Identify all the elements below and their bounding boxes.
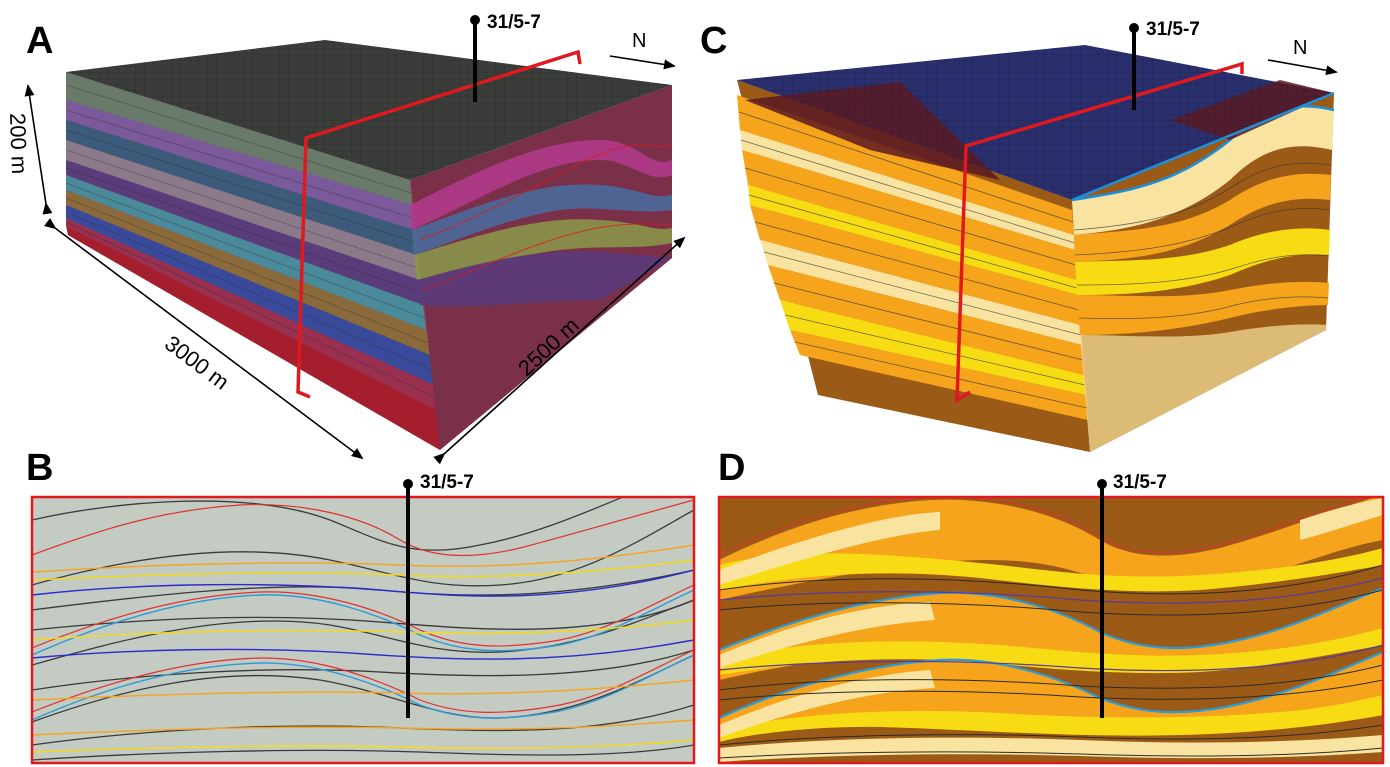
- panel-c-facies-model: [737, 23, 1338, 452]
- panel-c-section-trace: [955, 61, 1244, 404]
- panel-d-well: [1097, 479, 1107, 718]
- panel-c-top-face: [737, 45, 1335, 202]
- panel-c-well: [1129, 23, 1139, 110]
- panel-d-facies: [719, 497, 1383, 762]
- panel-b-well: [403, 479, 413, 718]
- panel-c-north-arrow: [1267, 59, 1338, 76]
- panel-a-well: [470, 15, 480, 102]
- panel-b-section-frame: [30, 495, 696, 765]
- panel-b-horizons: [32, 497, 694, 761]
- panel-d-section-frame: [717, 495, 1385, 765]
- panel-a-label: A: [26, 20, 54, 62]
- panel-c-right-face: [1071, 93, 1335, 452]
- panel-b-well-label: 31/5-7: [420, 472, 474, 493]
- panel-a-dimension-arrows: [24, 55, 686, 465]
- panel-b-cross-section: [30, 479, 696, 765]
- panel-c-front-face: [737, 80, 1090, 452]
- panel-d-well-label: 31/5-7: [1113, 472, 1167, 493]
- panel-d-facies-section: [717, 479, 1385, 765]
- panel-a-well-label: 31/5-7: [487, 12, 541, 33]
- panel-c-north-label: N: [1293, 37, 1308, 59]
- panel-c-label: C: [700, 20, 728, 62]
- panel-b-label: B: [26, 447, 54, 489]
- panel-d-label: D: [718, 447, 746, 489]
- panel-a-north-label: N: [632, 30, 647, 52]
- panel-a-top-face: [66, 40, 672, 180]
- dimension-height-label: 200 m: [4, 112, 33, 175]
- panel-c-well-label: 31/5-7: [1146, 19, 1200, 40]
- panel-a-3d-model: [24, 15, 686, 465]
